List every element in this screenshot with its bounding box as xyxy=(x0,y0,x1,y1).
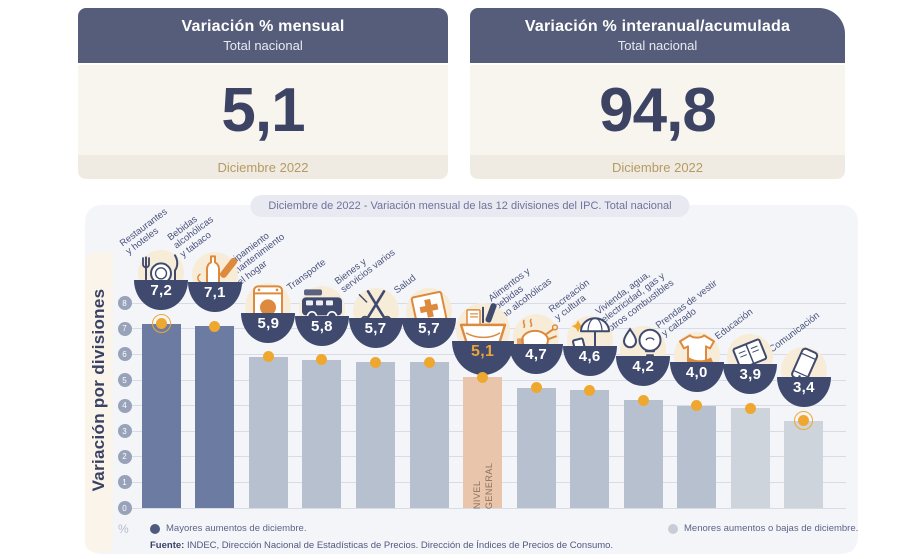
y-axis-tick: 0 xyxy=(117,501,132,515)
bar-value: 4,6 xyxy=(578,348,601,366)
bar-top-dot-icon xyxy=(370,356,381,368)
percent-sign: % xyxy=(118,522,129,536)
bar-top-dot-icon xyxy=(530,382,542,394)
card-body: 5,1 xyxy=(78,65,448,155)
bar-value: 7,1 xyxy=(203,284,226,302)
bar-equipamiento-y-mantenimiento-del-hogar xyxy=(248,356,288,508)
bar-top-dot-icon xyxy=(477,371,489,383)
card-body: 94,8 xyxy=(470,65,845,155)
y-axis-tick: 5 xyxy=(117,373,132,387)
monthly-variation-value: 5,1 xyxy=(221,75,305,145)
highlight-ring-icon xyxy=(151,314,171,334)
bar-value: 7,2 xyxy=(150,281,173,299)
source-text: INDEC, Dirección Nacional de Estadística… xyxy=(184,540,614,551)
y-axis-title: Variación por divisiones xyxy=(89,288,108,492)
bar-bienes-y-servicios-varios xyxy=(356,362,395,508)
bar-prendas-de-vestir-y-calzado xyxy=(677,405,717,508)
bar-value: 5,8 xyxy=(311,317,333,335)
card-subtitle: Total nacional xyxy=(223,38,303,53)
bar-top-dot-icon xyxy=(798,415,810,427)
dark-legend-dot-icon xyxy=(150,523,160,534)
light-legend-dot-icon xyxy=(668,523,678,534)
bar-transporte xyxy=(302,359,342,508)
bar-value: 5,1 xyxy=(471,343,495,361)
legend-menores: Menores aumentos o bajas de diciembre. xyxy=(668,523,858,534)
y-axis-tick: 4 xyxy=(117,398,132,413)
card-variacion-interanual: Variación % interanual/acumulada Total n… xyxy=(470,8,845,179)
nivel-general-bar-label: NIVEL GENERAL xyxy=(471,462,494,510)
bar-top-dot-icon xyxy=(423,356,435,368)
y-axis-tick: 7 xyxy=(117,321,132,336)
y-axis-band xyxy=(85,252,113,552)
bar-value: 4,7 xyxy=(525,345,548,363)
y-axis-tick: 3 xyxy=(117,424,132,439)
card-title: Variación % mensual xyxy=(181,18,345,35)
card-period: Diciembre 2022 xyxy=(470,155,845,179)
bar-vivienda-agua-electricidad-gas xyxy=(623,400,663,508)
card-header: Variación % interanual/acumulada Total n… xyxy=(470,8,845,63)
bar-top-dot-icon xyxy=(155,318,167,330)
bar-recreacion-y-cultura xyxy=(570,390,610,508)
legend-label: Menores aumentos o bajas de diciembre. xyxy=(684,523,859,534)
bar-comunicacion xyxy=(784,420,824,508)
bar-nivel-general xyxy=(463,377,503,508)
bar-salud xyxy=(409,362,449,508)
bar-value: 4,0 xyxy=(685,363,708,381)
bar-alimentos-y-bebidas-no-alcoholicas xyxy=(516,387,556,508)
medical-cross-icon xyxy=(406,288,453,335)
bar-value: 5,7 xyxy=(418,320,440,338)
legend-label: Mayores aumentos de diciembre. xyxy=(166,523,307,534)
bar-top-dot-icon xyxy=(637,394,649,406)
chart-title: Diciembre de 2022 - Variación mensual de… xyxy=(250,195,690,217)
y-axis-tick: 8 xyxy=(117,296,132,311)
bar-top-dot-icon xyxy=(316,354,328,366)
bar-restaurantes-y-hoteles xyxy=(141,323,181,508)
card-period: Diciembre 2022 xyxy=(78,155,448,179)
y-axis-tick: 6 xyxy=(117,347,132,362)
bar-top-dot-icon xyxy=(584,384,596,396)
bar-value: 5,7 xyxy=(364,320,387,338)
bar-top-dot-icon xyxy=(209,320,221,332)
grid-line xyxy=(131,507,846,509)
source-prefix: Fuente: xyxy=(150,540,185,551)
grid-line xyxy=(131,302,846,304)
card-subtitle: Total nacional xyxy=(617,38,698,53)
bar-educacion xyxy=(730,408,770,508)
bar-value: 3,9 xyxy=(739,366,762,384)
source-note: Fuente: INDEC, Dirección Nacional de Est… xyxy=(150,540,613,551)
bar-bebidas-alcoholicas-y-tabaco xyxy=(195,326,235,508)
bar-value: 4,2 xyxy=(632,358,655,376)
card-variacion-mensual: Variación % mensual Total nacional 5,1 D… xyxy=(78,8,448,179)
legend-mayores: Mayores aumentos de diciembre. xyxy=(150,523,306,534)
bar-top-dot-icon xyxy=(691,400,703,412)
y-axis-tick: 1 xyxy=(117,475,132,490)
bar-top-dot-icon xyxy=(744,402,756,414)
interannual-variation-value: 94,8 xyxy=(599,75,717,145)
card-title: Variación % interanual/acumulada xyxy=(524,18,791,35)
bar-value: 3,4 xyxy=(793,378,815,396)
y-axis-tick: 2 xyxy=(117,449,132,464)
highlight-ring-icon xyxy=(794,411,814,431)
card-header: Variación % mensual Total nacional xyxy=(78,8,448,63)
bar-top-dot-icon xyxy=(262,351,274,363)
bar-value: 5,9 xyxy=(257,314,280,332)
